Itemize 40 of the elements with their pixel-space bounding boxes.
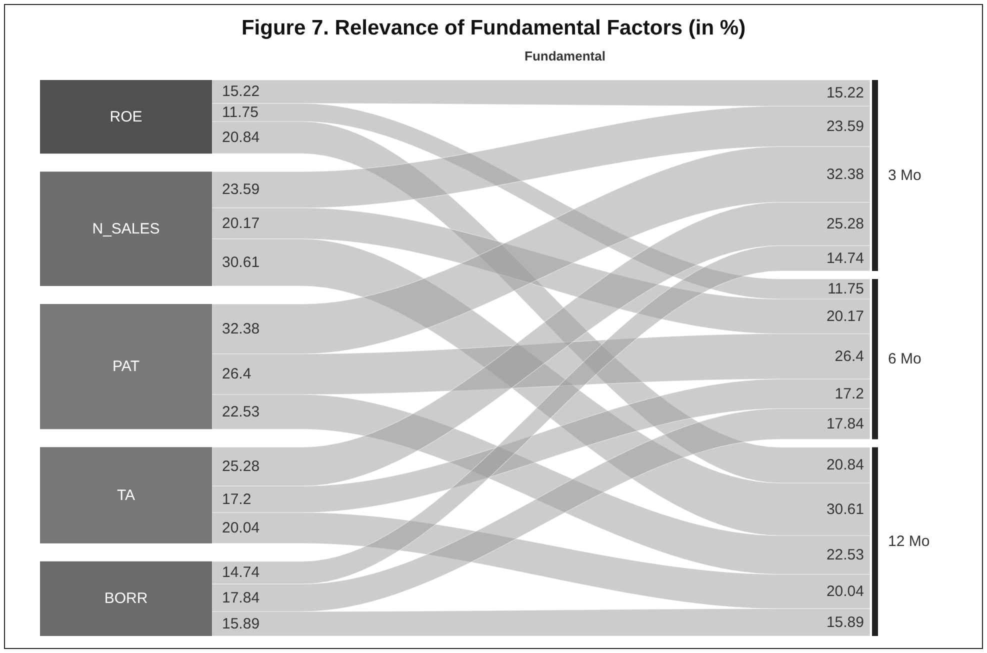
category-label: N_SALES	[92, 220, 160, 238]
text: 22.53	[826, 546, 864, 564]
text: Figure 7. Relevance of Fundamental Factors (in %)	[241, 16, 746, 40]
text: 11.75	[828, 280, 864, 298]
text: 26.4	[834, 348, 864, 365]
data-label: 23.59	[222, 181, 260, 198]
data-label: 17.84	[222, 589, 260, 606]
data-label: 11.75	[222, 104, 258, 121]
series-label: 6 Mo	[888, 350, 922, 368]
data-label: 17.2	[222, 490, 252, 508]
data-label: 14.74	[222, 564, 260, 582]
text: 30.61	[826, 500, 864, 518]
text: 15.89	[826, 614, 864, 631]
text: 32.38	[826, 166, 864, 183]
data-label: 20.17	[222, 214, 260, 232]
data-label: 30.61	[222, 254, 260, 271]
category-label: PAT	[112, 358, 140, 376]
text: 14.74	[826, 250, 864, 267]
text: 20.17	[826, 308, 864, 325]
data-label: 15.22	[222, 83, 260, 100]
data-label: 20.04	[222, 519, 260, 536]
text: 20.84	[826, 456, 864, 474]
category-label: ROE	[110, 108, 142, 126]
data-label: 25.28	[222, 458, 260, 476]
text: 20.04	[826, 583, 864, 600]
text: 17.84	[826, 415, 864, 432]
category-label: TA	[116, 486, 136, 504]
text: Fundamental	[524, 48, 606, 64]
text: 25.28	[826, 215, 864, 232]
data-label: 22.53	[222, 403, 260, 420]
data-label: 20.84	[222, 129, 260, 146]
text: 15.22	[826, 84, 864, 102]
text: 23.59	[826, 118, 864, 135]
series-label: 3 Mo	[888, 166, 922, 184]
text: 17.2	[834, 385, 864, 402]
series-label: 12 Mo	[888, 533, 930, 550]
data-label: 15.89	[222, 615, 260, 632]
data-label: 26.4	[222, 366, 252, 383]
category-label: BORR	[104, 590, 148, 608]
data-label: 32.38	[222, 320, 260, 338]
